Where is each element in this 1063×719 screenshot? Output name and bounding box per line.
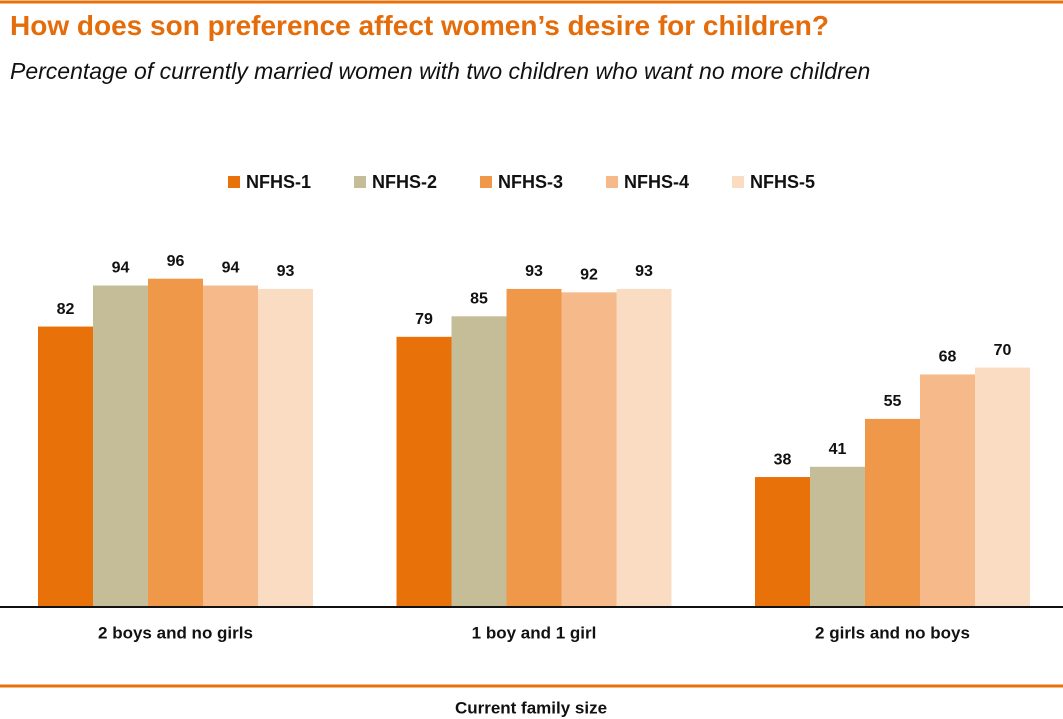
data-label: 68: [939, 349, 957, 366]
bar: [93, 285, 148, 607]
data-label: 41: [829, 441, 847, 458]
bar: [38, 326, 93, 607]
legend-swatch: [732, 176, 744, 188]
x-tick-label: 1 boy and 1 girl: [472, 623, 597, 642]
chart-subtitle: Percentage of currently married women wi…: [10, 58, 871, 84]
data-label: 38: [774, 451, 792, 468]
data-label: 93: [635, 263, 653, 280]
data-label: 96: [167, 253, 185, 270]
bar: [975, 367, 1030, 607]
bar: [616, 288, 672, 607]
legend-swatch: [228, 176, 240, 188]
legend-label: NFHS-4: [624, 172, 689, 192]
x-tick-label: 2 girls and no boys: [815, 623, 970, 642]
bar: [451, 316, 507, 607]
bar: [561, 292, 617, 607]
bar: [920, 374, 975, 607]
data-label: 94: [112, 260, 130, 277]
bar: [810, 466, 865, 607]
x-tick-label: 2 boys and no girls: [98, 623, 253, 642]
legend-swatch: [480, 176, 492, 188]
legend-label: NFHS-1: [246, 172, 311, 192]
x-axis-label: Current family size: [455, 698, 607, 717]
data-label: 79: [415, 311, 433, 328]
legend-swatch: [354, 176, 366, 188]
legend-label: NFHS-2: [372, 172, 437, 192]
bar: [506, 288, 562, 607]
data-label: 85: [470, 291, 488, 308]
data-label: 55: [884, 393, 902, 410]
bar: [203, 285, 258, 607]
data-label: 93: [277, 263, 295, 280]
bar: [755, 477, 810, 607]
legend-swatch: [606, 176, 618, 188]
data-label: 94: [222, 260, 240, 277]
data-label: 70: [994, 342, 1012, 359]
legend-label: NFHS-5: [750, 172, 815, 192]
bar: [865, 418, 920, 607]
data-label: 93: [525, 263, 543, 280]
bar: [258, 288, 313, 607]
data-label: 82: [57, 301, 75, 318]
bar: [148, 278, 203, 607]
chart-title: How does son preference affect women’s d…: [10, 10, 829, 41]
bar: [396, 336, 452, 607]
legend-label: NFHS-3: [498, 172, 563, 192]
data-label: 92: [580, 267, 598, 284]
